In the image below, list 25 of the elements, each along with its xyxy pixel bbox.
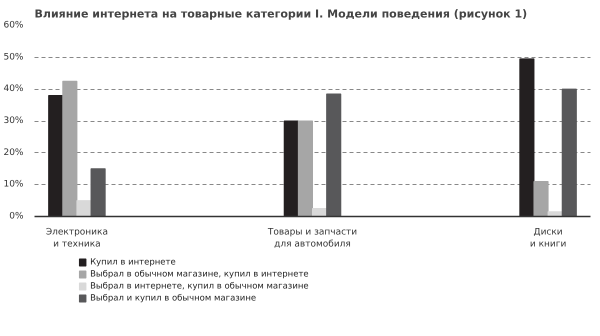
bar bbox=[284, 120, 299, 216]
x-tick-label: Электроника и техника bbox=[46, 228, 108, 250]
x-tick-label: Диски и книги bbox=[530, 228, 566, 250]
y-tick-label: 50% bbox=[3, 52, 24, 62]
y-tick-label: 40% bbox=[3, 84, 24, 94]
y-tick-label: 60% bbox=[3, 20, 24, 30]
legend-label: Выбрал в интернете, купил в обычном магазине bbox=[90, 282, 309, 292]
y-tick-label: 20% bbox=[3, 148, 24, 158]
legend-label: Выбрал в обычном магазине, купил в интернете bbox=[90, 270, 309, 280]
y-tick-label: 30% bbox=[3, 116, 24, 126]
bar bbox=[562, 88, 577, 216]
legend-label: Выбрал и купил в обычном магазине bbox=[90, 294, 256, 304]
bar bbox=[326, 93, 342, 216]
y-tick-label: 0% bbox=[9, 212, 24, 222]
bar bbox=[62, 80, 78, 216]
bar bbox=[298, 120, 313, 216]
bar bbox=[90, 168, 106, 216]
legend-label: Купил в интернете bbox=[90, 258, 176, 268]
y-tick-label: 10% bbox=[3, 180, 24, 190]
chart-title: Влияние интернета на товарные категории I. Модели поведения (рисунок 1) bbox=[34, 8, 528, 20]
x-tick-label: Товары и запчасти для автомобиля bbox=[266, 228, 358, 250]
bar bbox=[533, 180, 549, 216]
bar bbox=[76, 200, 92, 216]
bar bbox=[48, 95, 64, 216]
bar bbox=[519, 58, 534, 216]
